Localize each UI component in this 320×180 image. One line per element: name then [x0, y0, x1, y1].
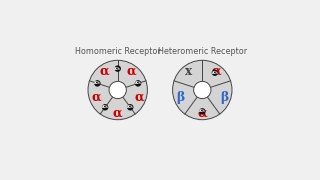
- Text: x: x: [185, 65, 192, 78]
- Text: α: α: [197, 107, 207, 120]
- Text: α: α: [135, 91, 144, 104]
- Circle shape: [212, 69, 218, 76]
- Text: ACh: ACh: [135, 81, 141, 85]
- Circle shape: [127, 104, 133, 111]
- Circle shape: [135, 80, 141, 87]
- Text: Homomeric Receptor: Homomeric Receptor: [75, 47, 161, 56]
- Circle shape: [115, 65, 121, 72]
- Text: ACh: ACh: [127, 105, 133, 109]
- Text: β: β: [176, 91, 185, 104]
- Circle shape: [199, 108, 205, 115]
- Circle shape: [94, 80, 100, 87]
- Text: ACh: ACh: [114, 67, 121, 71]
- Text: α: α: [91, 91, 100, 104]
- Text: Heteromeric Receptor: Heteromeric Receptor: [158, 47, 247, 56]
- Text: ACh: ACh: [94, 81, 101, 85]
- Circle shape: [109, 81, 126, 99]
- Circle shape: [194, 81, 211, 99]
- Circle shape: [102, 104, 108, 111]
- Text: ACh: ACh: [102, 105, 108, 109]
- Text: α: α: [211, 65, 220, 78]
- Text: ACh: ACh: [212, 71, 218, 75]
- Text: α: α: [100, 65, 109, 78]
- Circle shape: [172, 60, 232, 120]
- Text: β: β: [220, 91, 228, 104]
- Text: α: α: [126, 65, 136, 78]
- Circle shape: [88, 60, 148, 120]
- Text: ACh: ACh: [199, 109, 206, 113]
- Text: α: α: [113, 107, 123, 120]
